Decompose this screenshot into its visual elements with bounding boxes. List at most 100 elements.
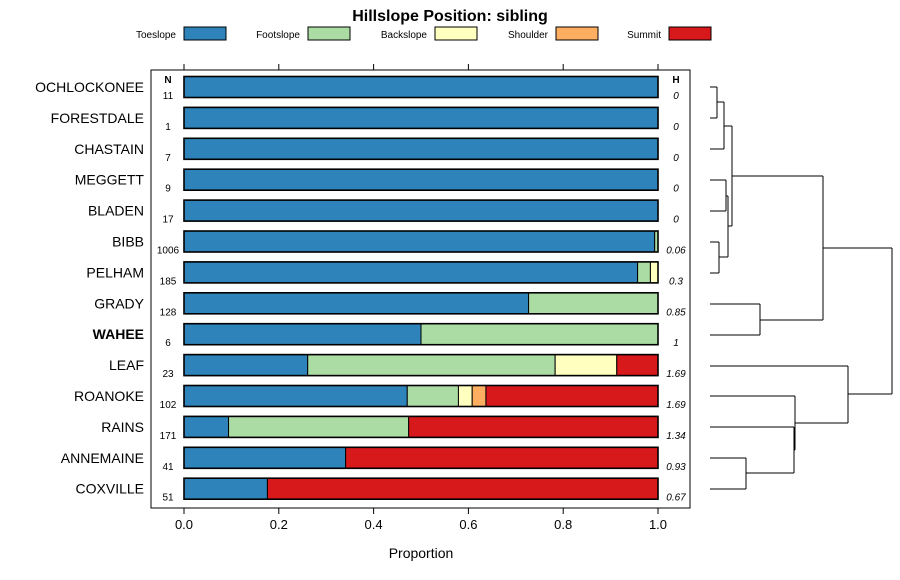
row-label: PELHAM (86, 264, 144, 280)
bar-segment-toeslope (183, 385, 408, 407)
bar-segment-toeslope (183, 323, 422, 346)
bar-row-meggett: MEGGETT 9 0 (75, 168, 679, 195)
h-label: 0 (673, 215, 679, 226)
bar-segment-backslope (457, 385, 473, 407)
legend-swatch-backslope (434, 26, 478, 41)
n-label: 41 (162, 462, 174, 473)
n-label: 7 (165, 153, 171, 164)
bar-row-pelham: PELHAM 185 0.3 (86, 261, 683, 287)
bar-outline (183, 291, 659, 315)
dendrogram-link (710, 426, 795, 474)
h-label: 0 (673, 122, 679, 133)
bar-segment-footslope (406, 385, 459, 407)
bar-segment-toeslope (183, 106, 659, 129)
x-tick-label: 0.4 (365, 517, 383, 532)
h-column-header: H (672, 75, 679, 86)
bar-segment-toeslope (183, 292, 530, 315)
n-label: 51 (162, 493, 174, 504)
dendrogram (710, 86, 893, 490)
h-label: 1.34 (666, 431, 686, 442)
h-label: 0.67 (666, 493, 686, 504)
row-label: RAINS (101, 419, 144, 435)
dendrogram-link (710, 86, 718, 119)
dendrogram-link (710, 241, 720, 274)
bar-row-leaf: LEAF 23 1.69 (109, 353, 686, 380)
h-label: 0.85 (666, 307, 686, 318)
legend-label-backslope: Backslope (381, 30, 428, 41)
bar-segment-summit (485, 385, 659, 407)
bar-segment-summit (266, 477, 659, 500)
dendrogram-link (710, 179, 727, 212)
x-axis-label: Proportion (389, 545, 454, 561)
bar-segment-summit (345, 446, 659, 469)
bar-segment-footslope (420, 323, 659, 346)
legend-label-footslope: Footslope (256, 30, 300, 41)
bar-row-ochlockonee: OCHLOCKONEE 11 0 (35, 75, 679, 102)
bar-row-chastain: CHASTAIN 7 0 (74, 137, 679, 164)
bar-outline (183, 261, 659, 284)
bar-segment-shoulder (471, 385, 487, 407)
bar-outline (183, 477, 659, 501)
row-label: MEGGETT (75, 172, 145, 188)
plot-frame (150, 69, 691, 509)
x-tick-label: 0.2 (270, 517, 288, 532)
row-label: COXVILLE (76, 481, 144, 497)
bar-outline (183, 106, 659, 130)
bar-outline (183, 322, 659, 346)
h-label: 1 (673, 338, 679, 349)
dendrogram-link (710, 303, 761, 336)
row-label: BIBB (112, 234, 144, 250)
bar-outline (183, 353, 659, 377)
dendrogram-link (732, 175, 824, 321)
bar-segment-toeslope (183, 261, 639, 284)
bar-row-forestdale: FORESTDALE 1 0 (51, 106, 679, 133)
bar-segment-backslope (554, 354, 618, 377)
n-label: 17 (162, 215, 174, 226)
bar-outline (183, 230, 659, 253)
bar-segment-toeslope (183, 354, 309, 377)
row-label: GRADY (94, 295, 144, 311)
row-label: WAHEE (93, 326, 144, 342)
bar-row-wahee: WAHEE 6 1 (93, 322, 679, 349)
x-tick-label: 0.8 (554, 517, 572, 532)
n-column-header: N (164, 75, 171, 86)
n-label: 102 (160, 400, 177, 411)
row-label: FORESTDALE (51, 110, 144, 126)
n-label: 1 (165, 122, 171, 133)
dendrogram-link (823, 247, 893, 395)
h-label: 1.69 (666, 369, 686, 380)
dendrogram-link (710, 457, 747, 490)
bar-outline (183, 415, 659, 439)
n-label: 23 (162, 369, 174, 380)
bar-segment-backslope (649, 261, 659, 284)
bar-row-grady: GRADY 128 0.85 (94, 291, 686, 318)
n-label: 185 (160, 276, 177, 287)
chart-title: Hillslope Position: sibling (352, 8, 548, 25)
n-label: 9 (165, 184, 171, 195)
h-label: 0.3 (669, 276, 683, 287)
bar-outline (183, 137, 659, 161)
row-label: LEAF (109, 357, 144, 373)
legend: Toeslope Footslope Backslope Shoulder Summit (136, 26, 712, 41)
bar-segment-toeslope (183, 168, 659, 191)
row-label: OCHLOCKONEE (35, 79, 144, 95)
bar-segment-toeslope (183, 477, 268, 500)
row-label: ROANOKE (74, 388, 144, 404)
legend-label-summit: Summit (627, 30, 661, 41)
bar-segment-toeslope (183, 76, 659, 98)
bar-row-coxville: COXVILLE 51 0.67 (76, 477, 686, 504)
dendrogram-link (719, 195, 729, 258)
h-label: 0.06 (666, 246, 686, 257)
n-label: 6 (165, 338, 171, 349)
h-label: 0 (673, 153, 679, 164)
bar-row-roanoke: ROANOKE 102 1.69 (74, 384, 686, 411)
legend-swatch-summit (668, 26, 712, 41)
n-label: 171 (160, 431, 177, 442)
row-label: BLADEN (88, 203, 144, 219)
bar-segment-toeslope (183, 199, 659, 222)
bar-segment-footslope (228, 415, 410, 438)
bar-outline (183, 168, 659, 191)
bar-segment-summit (408, 415, 659, 438)
